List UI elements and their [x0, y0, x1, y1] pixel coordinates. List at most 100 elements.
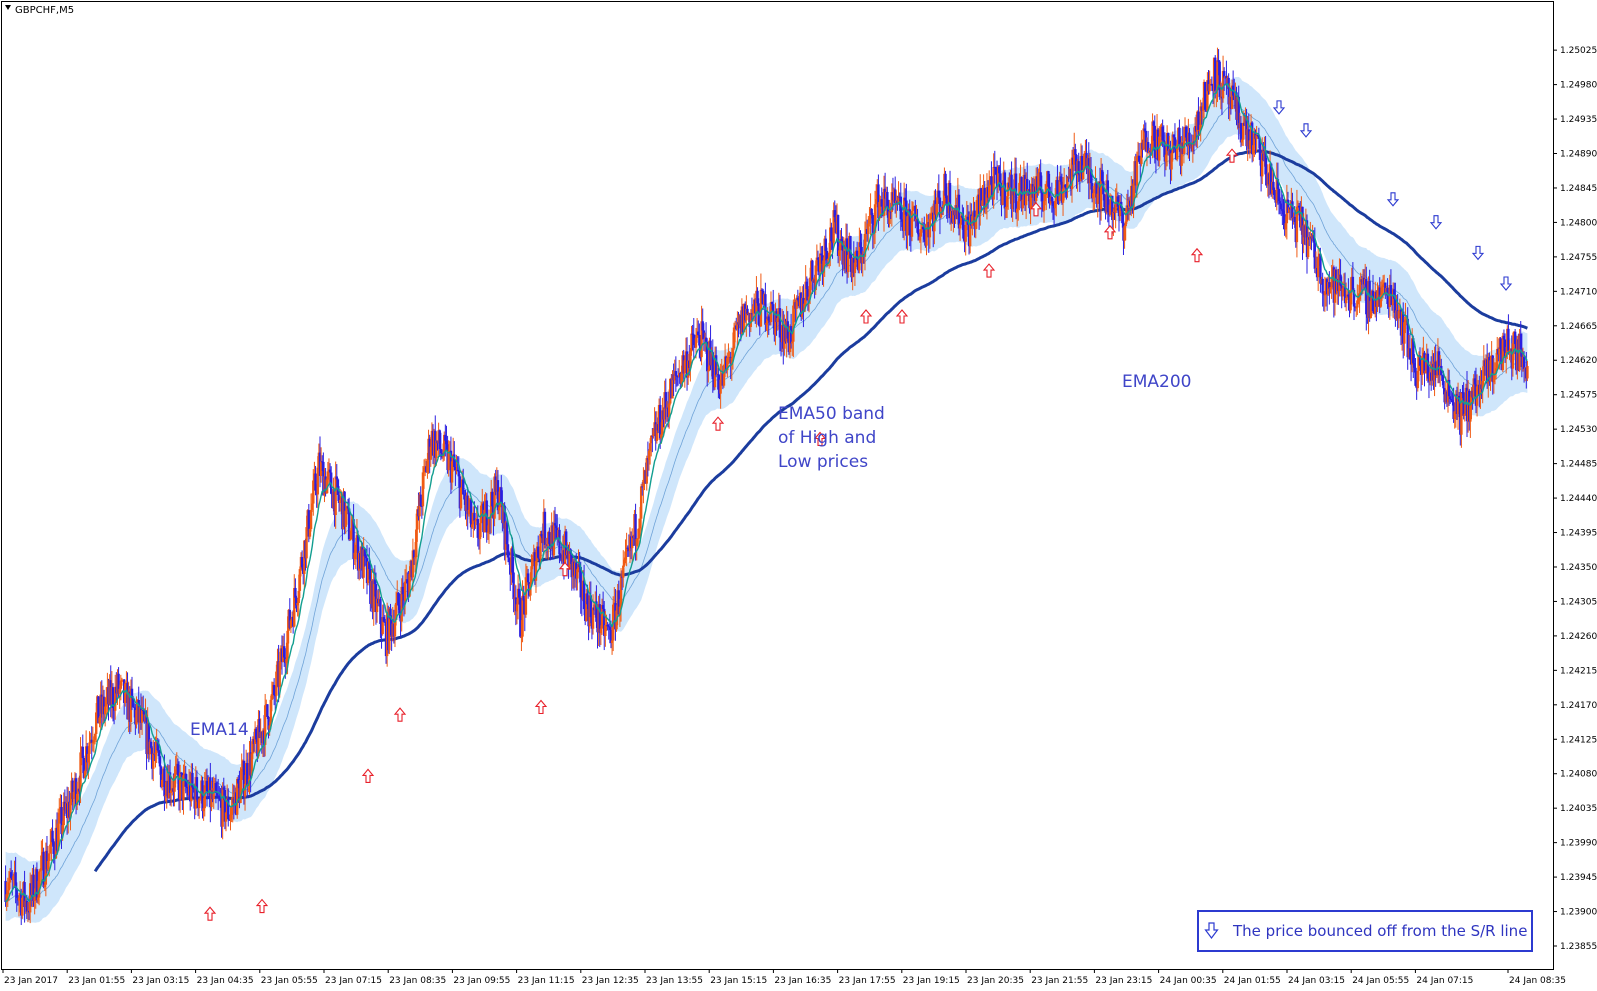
candle-body [223, 789, 227, 822]
candle-body [751, 306, 755, 314]
candle-body [473, 512, 476, 521]
candle-body [411, 550, 415, 578]
candle-body [1421, 356, 1424, 375]
candle-body [416, 509, 419, 530]
candle-body [775, 311, 778, 323]
candle-body [483, 509, 486, 533]
candle-body [403, 581, 407, 601]
candle-body [1172, 134, 1176, 138]
candle-body [129, 688, 133, 723]
candle-body [1203, 81, 1207, 110]
up-arrow-icon [393, 707, 407, 722]
candle-body [1319, 253, 1322, 284]
candle-body [833, 210, 836, 218]
candle-body [1526, 366, 1529, 379]
candle-body [325, 479, 328, 494]
candle-body [1083, 153, 1086, 170]
candle-body [401, 586, 405, 595]
candle-body [1379, 294, 1383, 307]
candle-body [496, 480, 500, 511]
candle-body [1496, 348, 1499, 369]
candle-body [1135, 156, 1139, 186]
y-tick-label: 1.24440 [1560, 494, 1597, 504]
candle-body [469, 499, 473, 528]
candle-body [1284, 223, 1287, 230]
candle-body [826, 259, 830, 261]
candle-body [512, 572, 515, 600]
candle-body [1154, 157, 1158, 159]
candle-body [33, 894, 36, 901]
candle-body [1124, 221, 1127, 227]
candle-body [1247, 129, 1251, 149]
candle-body [140, 710, 144, 723]
candle-body [519, 597, 522, 637]
candle-body [1414, 367, 1417, 386]
candle-body [731, 348, 735, 358]
candle-body [1123, 226, 1126, 241]
candle-body [497, 507, 501, 511]
candle-body [500, 487, 503, 503]
candle-body [878, 201, 881, 219]
candle-body [1482, 360, 1485, 382]
candle-body [945, 195, 948, 204]
candle-body [1424, 370, 1427, 374]
candle-body [470, 524, 474, 528]
candle-body [1015, 208, 1019, 213]
candle-body [381, 617, 384, 635]
candle-body [243, 783, 247, 797]
candle-body [158, 756, 162, 767]
candle-body [1397, 311, 1400, 319]
y-tick-label: 1.24080 [1560, 770, 1597, 780]
candle-body [952, 210, 955, 223]
x-tick-label: 23 Jan 23:15 [1095, 976, 1152, 986]
candle-body [624, 551, 627, 560]
candle-body [1042, 201, 1046, 211]
time-axis: 23 Jan 2017 23 Jan 01:55 23 Jan 03:15 23 Ja… [2, 969, 1566, 986]
up-arrow-icon [534, 699, 548, 715]
candle-body [1048, 186, 1051, 204]
candle-body [251, 738, 255, 754]
candle-body [295, 597, 298, 606]
candle-body [308, 529, 312, 537]
candle-body [1330, 278, 1333, 288]
dropdown-triangle-icon[interactable] [5, 5, 11, 10]
x-tick-label: 24 Jan 00:35 [1160, 976, 1217, 986]
up-arrow-icon [1029, 201, 1043, 217]
candle-body [776, 318, 779, 323]
y-tick-label: 1.24350 [1560, 563, 1597, 573]
candle-body [579, 567, 582, 598]
candle-body [867, 223, 870, 234]
candle-body [212, 788, 215, 800]
up-arrow-icon [1190, 247, 1204, 263]
candle-body [1061, 188, 1065, 203]
candle-body [379, 599, 382, 625]
candle-body [1473, 378, 1477, 385]
candle-body [964, 224, 967, 242]
candle-body [1237, 96, 1240, 128]
candle-body [163, 768, 166, 797]
candle-body [343, 491, 346, 527]
candle-body [90, 739, 93, 743]
candle-body [278, 661, 281, 687]
candle-body [95, 712, 98, 734]
candle-body [619, 576, 623, 607]
candle-body [61, 825, 64, 835]
candle-body [961, 215, 964, 218]
candle-body [609, 629, 613, 643]
candle-body [1441, 375, 1444, 382]
candle-body [62, 801, 65, 826]
up-arrow-icon [361, 768, 375, 783]
candle-body [524, 577, 528, 615]
candle-body [1450, 399, 1453, 401]
candle-body [1492, 374, 1496, 383]
candle-body [1388, 285, 1391, 307]
candle-body [164, 795, 167, 797]
candle-body [1280, 203, 1283, 210]
candle-body [694, 337, 698, 348]
y-tick-label: 1.24665 [1560, 322, 1597, 332]
candle-body [554, 525, 558, 529]
down-arrow-icon [1471, 245, 1485, 261]
candle-body [1272, 181, 1275, 190]
legend-text: The price bounced off from the S/R line [1232, 922, 1527, 940]
candle-body [32, 874, 35, 901]
